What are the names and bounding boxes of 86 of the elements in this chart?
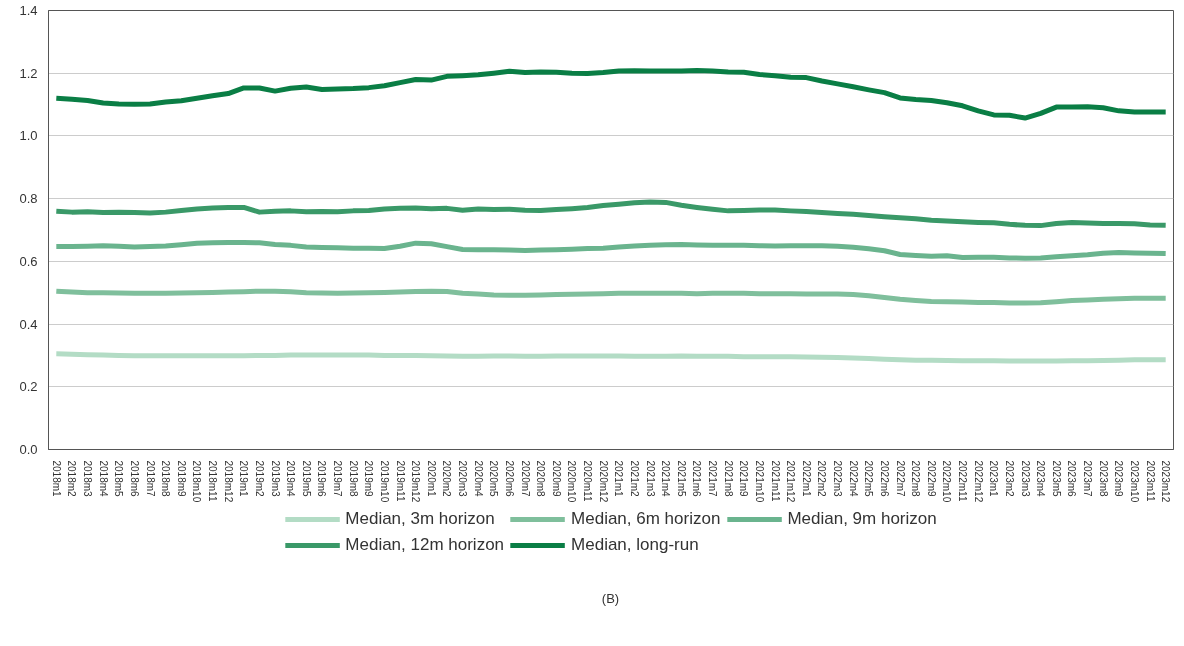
x-tick-label: 2023m10 (1128, 460, 1140, 503)
x-tick-label: 2020m3 (457, 460, 469, 498)
x-tick-label: 2019m4 (285, 460, 297, 498)
y-tick-label: 0.6 (19, 253, 38, 269)
x-tick-label: 2022m6 (878, 460, 890, 498)
x-tick-label: 2018m2 (66, 460, 78, 498)
x-tick-label: 2021m11 (769, 460, 781, 502)
x-tick-label: 2021m4 (660, 460, 672, 498)
x-tick-label: 2021m2 (628, 460, 640, 498)
x-tick-label: 2023m11 (1144, 460, 1156, 502)
text: (B) (601, 590, 620, 606)
y-tick-label: 1.2 (19, 65, 38, 81)
x-tick-label: 2018m8 (160, 460, 172, 498)
x-tick-label: 2020m11 (582, 460, 594, 502)
x-tick-label: 2023m4 (1035, 460, 1047, 498)
x-tick-label: 2018m10 (191, 460, 203, 503)
x-tick-label: 2023m1 (988, 460, 1000, 498)
x-tick-label: 2022m9 (925, 460, 937, 498)
x-tick-label: 2021m1 (613, 460, 625, 498)
x-tick-label: 2022m11 (957, 460, 969, 502)
x-tick-label: 2023m6 (1066, 460, 1078, 498)
y-tick-label: 1.0 (19, 128, 38, 144)
x-tick-label: 2018m9 (175, 460, 187, 498)
legend-label: Median, 3m horizon (345, 509, 495, 529)
x-tick-label: 2019m7 (332, 460, 344, 498)
x-tick-label: 2019m11 (394, 460, 406, 502)
x-tick-label: 2020m10 (566, 460, 578, 503)
x-tick-label: 2021m3 (644, 460, 656, 498)
x-tick-label: 2019m3 (269, 460, 281, 498)
x-tick-label: 2020m1 (425, 460, 437, 498)
x-tick-label: 2018m11 (207, 460, 219, 502)
x-tick-label: 2020m4 (472, 460, 484, 498)
x-tick-label: 2023m7 (1082, 460, 1094, 498)
x-tick-label: 2018m7 (144, 460, 156, 498)
x-tick-label: 2020m12 (597, 460, 609, 503)
x-tick-label: 2018m3 (82, 460, 94, 498)
x-tick-label: 2021m12 (785, 460, 797, 503)
x-tick-label: 2023m8 (1097, 460, 1109, 498)
x-tick-label: 2021m7 (707, 460, 719, 498)
x-tick-label: 2021m8 (722, 460, 734, 498)
legend-label: Median, 9m horizon (787, 509, 937, 529)
x-tick-label: 2020m9 (550, 460, 562, 498)
x-tick-label: 2020m7 (519, 460, 531, 498)
x-tick-label: 2020m8 (535, 460, 547, 498)
x-tick-label: 2020m5 (488, 460, 500, 498)
x-tick-label: 2022m4 (847, 460, 859, 498)
x-tick-label: 2019m5 (300, 460, 312, 498)
x-tick-label: 2020m6 (503, 460, 515, 498)
x-tick-label: 2021m5 (675, 460, 687, 498)
x-tick-label: 2023m5 (1050, 460, 1062, 498)
y-tick-label: 0.2 (19, 379, 38, 395)
x-tick-label: 2022m12 (972, 460, 984, 503)
y-tick-label: 1.4 (19, 3, 38, 18)
x-tick-label: 2023m3 (1019, 460, 1031, 498)
x-tick-label: 2018m4 (97, 460, 109, 498)
x-tick-label: 2019m9 (363, 460, 375, 498)
x-tick-label: 2018m12 (222, 460, 234, 503)
x-tick-label: 2022m7 (894, 460, 906, 498)
legend-label: Median, 12m horizon (345, 535, 505, 555)
x-tick-label: 2021m10 (753, 460, 765, 503)
x-tick-label: 2018m5 (113, 460, 125, 498)
x-tick-label: 2022m5 (863, 460, 875, 498)
legend-label: Median, long-run (571, 535, 699, 555)
x-tick-label: 2022m1 (800, 460, 812, 498)
y-tick-label: 0.8 (19, 191, 38, 207)
x-tick-label: 2019m1 (238, 460, 250, 498)
x-tick-label: 2019m6 (316, 460, 328, 498)
x-tick-label: 2023m12 (1160, 460, 1172, 503)
x-tick-label: 2018m1 (50, 460, 62, 498)
x-tick-label: 2019m10 (378, 460, 390, 503)
x-tick-label: 2021m6 (691, 460, 703, 498)
x-tick-label: 2020m2 (441, 460, 453, 498)
x-tick-label: 2019m8 (347, 460, 359, 498)
x-tick-label: 2022m3 (832, 460, 844, 498)
x-tick-label: 2022m10 (941, 460, 953, 503)
legend-label: Median, 6m horizon (571, 509, 721, 529)
y-tick-label: 0.0 (19, 442, 38, 457)
x-tick-label: 2023m9 (1113, 460, 1125, 498)
x-tick-label: 2019m12 (410, 460, 422, 503)
x-tick-label: 2021m9 (738, 460, 750, 498)
x-tick-label: 2018m6 (128, 460, 140, 498)
y-tick-label: 0.4 (19, 316, 38, 332)
x-tick-label: 2019m2 (253, 460, 265, 498)
x-tick-label: 2022m8 (910, 460, 922, 498)
x-tick-label: 2023m2 (1003, 460, 1015, 498)
x-tick-label: 2022m2 (816, 460, 828, 498)
